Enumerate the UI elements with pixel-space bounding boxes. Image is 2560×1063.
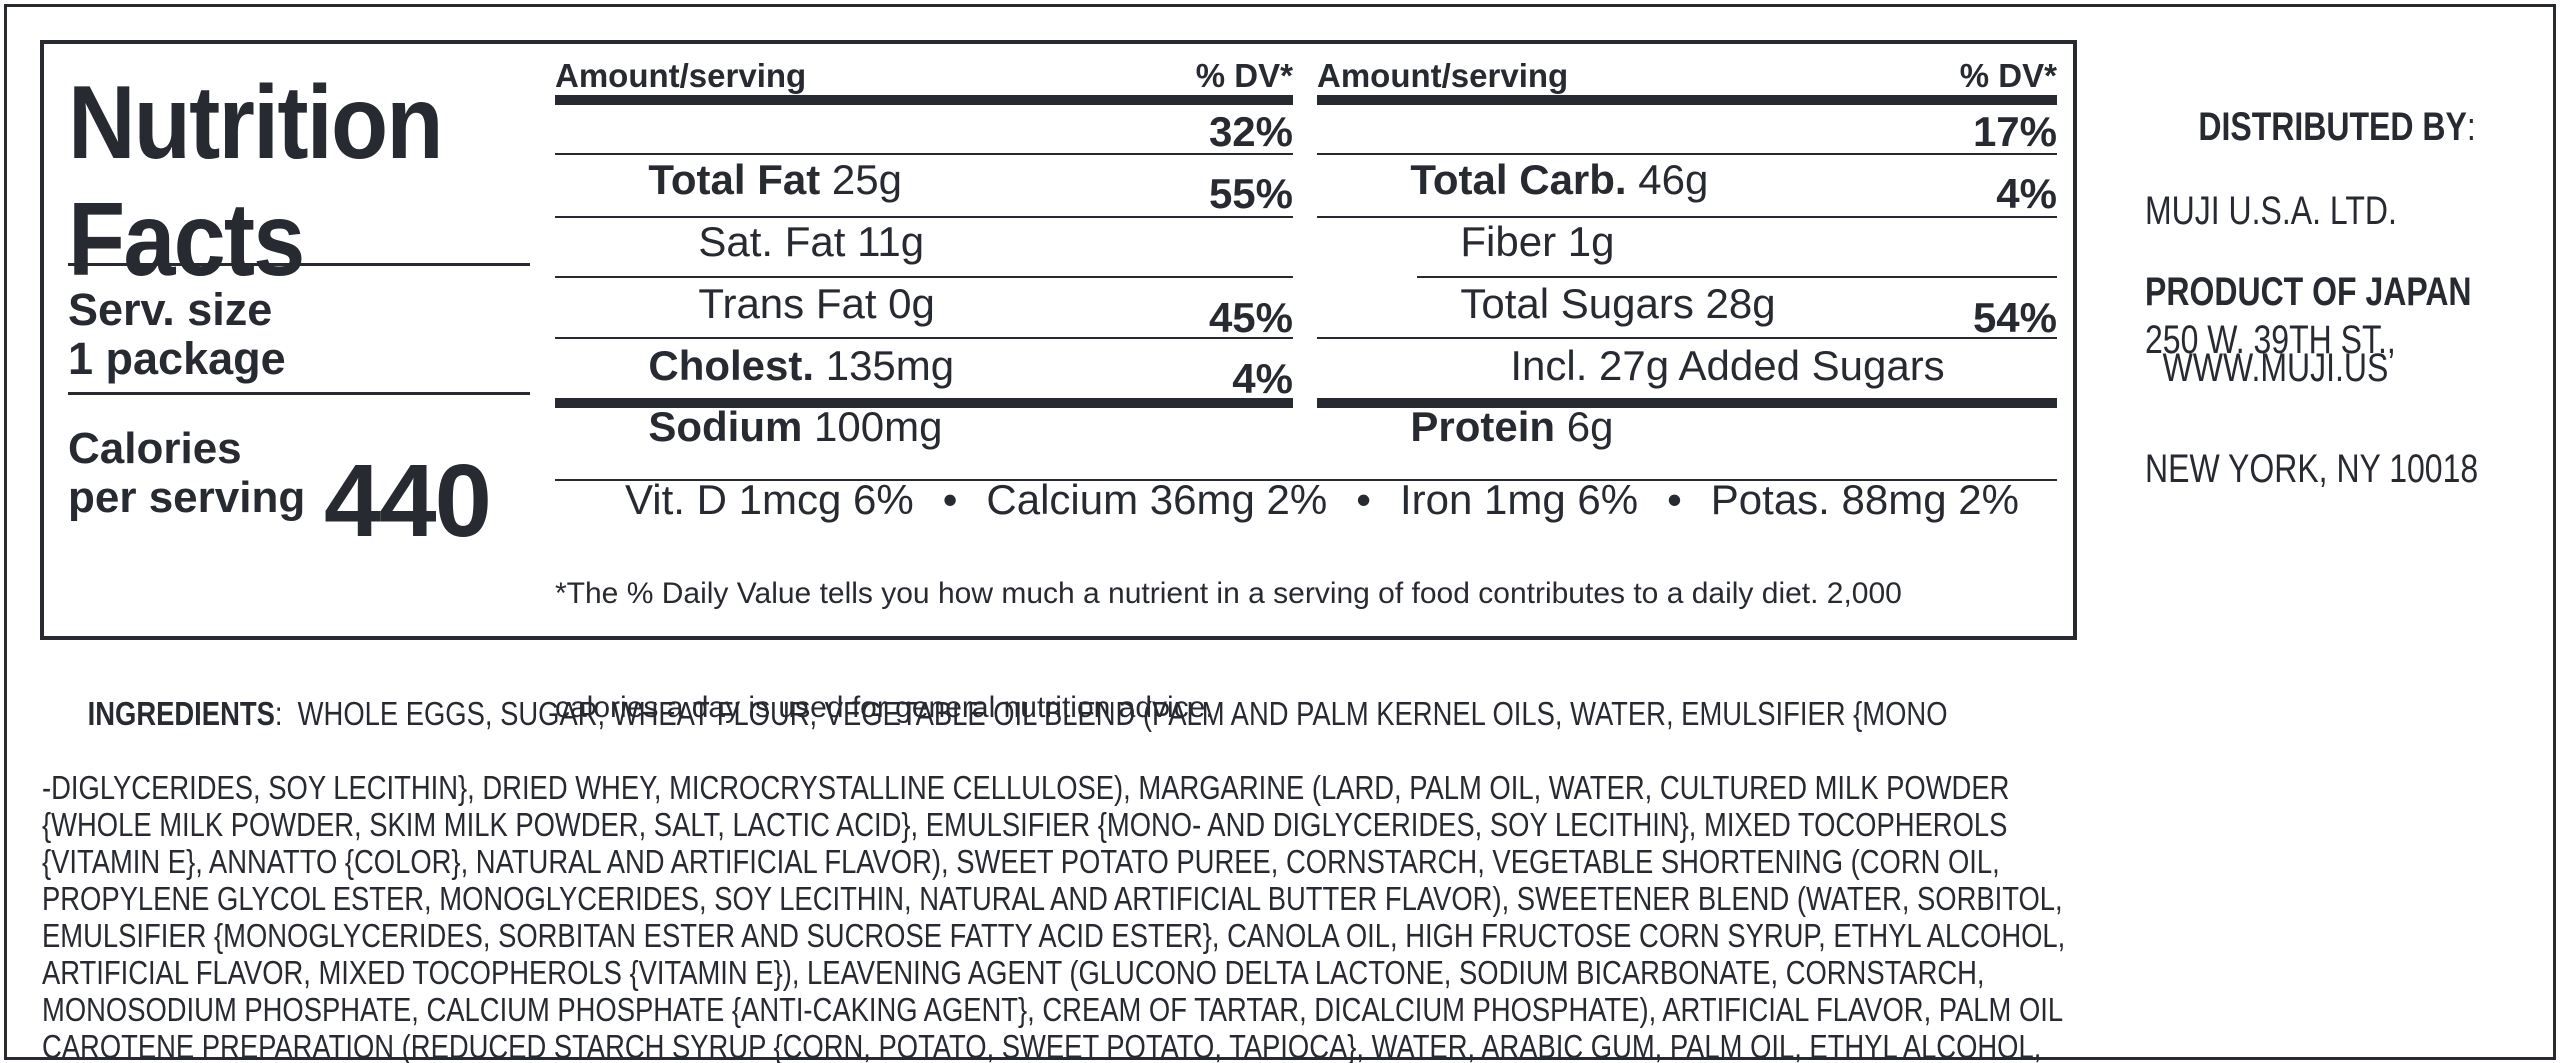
nutrient-amount: 135mg — [814, 342, 955, 389]
distributor-address: MUJI U.S.A. LTD. 250 W. 39TH ST., NEW YO… — [2145, 104, 2478, 577]
ingredients-line: ARTIFICIAL FLAVOR, MIXED TOCOPHEROLS {VI… — [42, 954, 1985, 991]
nutrient-row-trans-fat: Trans Fat 0g — [555, 232, 1293, 424]
footnote-line1: *The % Daily Value tells you how much a … — [555, 577, 1902, 610]
bullet-separator: • — [1667, 476, 1682, 523]
daily-value-header: % DV* — [1195, 57, 1293, 94]
nutrient-column-2: Amount/serving % DV* Total Carb. 46g 17%… — [1317, 44, 2057, 636]
divider — [68, 263, 530, 266]
calories-label-line1: Calories — [68, 424, 242, 473]
nutrient-amount: Fiber 1g — [1460, 218, 1615, 265]
ingredients-block: INGREDIENTS: WHOLE EGGS, SUGAR, WHEAT FL… — [42, 658, 2449, 1063]
distributor-city: NEW YORK, NY 10018 — [2145, 447, 2479, 491]
nutrient-row-protein: Protein 6g — [1317, 355, 2057, 547]
amount-per-serving-header: Amount/serving — [555, 57, 807, 94]
bullet-separator: • — [1356, 476, 1371, 523]
serving-size-label: Serv. size — [68, 284, 273, 335]
ingredients-colon: : — [274, 695, 283, 732]
nutrient-column-1: Amount/serving % DV* Total Fat 25g 32% S… — [555, 44, 1293, 636]
thick-divider — [555, 95, 1293, 105]
nutrient-dv: 55% — [1208, 170, 1293, 217]
nutrient-dv: 4% — [1232, 355, 1293, 402]
divider — [555, 216, 1293, 218]
bullet-separator: • — [942, 476, 958, 523]
ingredients-line: EMULSIFIER {MONOGLYCERIDES, SORBITAN EST… — [42, 917, 2066, 954]
nutrient-name: Total Fat — [648, 156, 821, 203]
nutrient-amount: Sat. Fat 11g — [698, 218, 925, 265]
thick-divider — [555, 398, 1293, 408]
serving-size-value: 1 package — [68, 333, 286, 384]
column-header: Amount/serving % DV* — [1317, 57, 2057, 95]
divider — [1317, 216, 2057, 218]
divider — [555, 153, 1293, 155]
divider — [1317, 153, 2057, 155]
nutrient-dv: 45% — [1208, 294, 1293, 341]
calcium-value: Calcium 36mg 2% — [986, 476, 1328, 523]
ingredients-line: {VITAMIN E}, ANNATTO {COLOR}, NATURAL AN… — [42, 843, 2000, 880]
label-outer-border — [4, 4, 2556, 1060]
calories-label-line2: per serving — [68, 473, 306, 522]
distributed-by-colon: : — [2466, 105, 2476, 149]
calories-value: 440 — [324, 443, 492, 558]
footnote-line2: calories a day is used for general nutri… — [555, 691, 1214, 724]
nutrient-row-total-sugars: Total Sugars 28g — [1317, 232, 2057, 424]
thick-divider — [1317, 398, 2057, 408]
nutrient-amount: Incl. 27g Added Sugars — [1510, 342, 1945, 389]
amount-per-serving-header: Amount/serving — [1317, 57, 1569, 94]
ingredients-line: -DIGLYCERIDES, SOY LECITHIN}, DRIED WHEY… — [42, 769, 2010, 806]
nutrient-amount: 25g — [820, 156, 902, 203]
nutrient-row-sat-fat: Sat. Fat 11g 55% — [555, 170, 1293, 362]
nutrient-dv: 32% — [1208, 108, 1293, 155]
nutrient-row-added-sugars: Incl. 27g Added Sugars 54% — [1317, 294, 2057, 486]
divider — [1417, 276, 2057, 278]
ingredients-line: INGREDIENTS: WHOLE EGGS, SUGAR, WHEAT FL… — [42, 658, 2449, 769]
distributed-by-heading: DISTRIBUTED BY: — [2145, 60, 2476, 195]
product-origin: PRODUCT OF JAPAN — [2145, 270, 2472, 314]
nutrient-amount: Total Sugars 28g — [1460, 280, 1776, 327]
nutrient-name: Cholest. — [648, 342, 815, 389]
ingredients-line: CAROTENE PREPARATION (REDUCED STARCH SYR… — [42, 1028, 2042, 1063]
ingredients-line: MONOSODIUM PHOSPHATE, CALCIUM PHOSPHATE … — [42, 991, 2064, 1028]
potassium-value: Potas. 88mg 2% — [1710, 476, 2019, 523]
ingredients-line: PROPYLENE GLYCOL ESTER, MONOGLYCERIDES, … — [42, 880, 2063, 917]
nutrient-amount: 6g — [1555, 403, 1614, 450]
column-header: Amount/serving % DV* — [555, 57, 1293, 95]
nutrient-row-total-fat: Total Fat 25g 32% — [555, 108, 1293, 300]
vitamins-row: Vit. D 1mcg 6% • Calcium 36mg 2% • Iron 1mg … — [555, 428, 2057, 572]
divider — [555, 276, 1293, 278]
nutrient-name: Sodium — [648, 403, 803, 450]
vitamin-d-value: Vit. D 1mcg 6% — [625, 476, 914, 523]
nutrient-amount: 100mg — [802, 403, 943, 450]
nutrient-name: Total Carb. — [1410, 156, 1627, 203]
distributor-name: MUJI U.S.A. LTD. — [2145, 189, 2397, 233]
divider — [555, 337, 1293, 339]
website-url: WWW.MUJI.US — [2162, 346, 2389, 390]
nutrient-amount: 46g — [1626, 156, 1709, 203]
iron-value: Iron 1mg 6% — [1399, 476, 1639, 523]
daily-value-header: % DV* — [1959, 57, 2057, 94]
nutrient-row-cholesterol: Cholest. 135mg 45% — [555, 294, 1293, 486]
nutrient-dv: 17% — [1972, 108, 2057, 155]
thick-divider — [1317, 95, 2057, 105]
nutrient-dv: 4% — [1996, 170, 2057, 217]
nutrient-row-total-carb: Total Carb. 46g 17% — [1317, 108, 2057, 300]
divider — [1317, 337, 2057, 339]
daily-value-footnote: *The % Daily Value tells you how much a … — [555, 499, 2057, 803]
divider — [555, 479, 2057, 481]
ingredients-label: INGREDIENTS — [87, 695, 275, 732]
nutrient-row-fiber: Fiber 1g 4% — [1317, 170, 2057, 362]
nutrient-row-sodium: Sodium 100mg 4% — [555, 355, 1293, 547]
nutrient-amount: Trans Fat 0g — [698, 280, 935, 327]
nutrient-name: Protein — [1410, 403, 1556, 450]
panel-title-line1: Nutrition — [68, 65, 443, 181]
panel-title-line2: Facts — [68, 182, 305, 298]
ingredients-line: {WHOLE MILK POWDER, SKIM MILK POWDER, SA… — [42, 806, 2008, 843]
ingredients-text: WHOLE EGGS, SUGAR, WHEAT FLOUR, VEGETABL… — [282, 695, 1948, 732]
nutrition-facts-panel: Nutrition Facts Serv. size 1 package Cal… — [40, 40, 2077, 724]
distributor-street: 250 W. 39TH ST., — [2145, 318, 2396, 362]
distributor-block: DISTRIBUTED BY: MUJI U.S.A. LTD. 250 W. … — [2145, 0, 2560, 491]
divider — [68, 392, 530, 395]
nutrient-dv: 54% — [1972, 294, 2057, 341]
distributed-by-label: DISTRIBUTED BY — [2198, 105, 2467, 149]
